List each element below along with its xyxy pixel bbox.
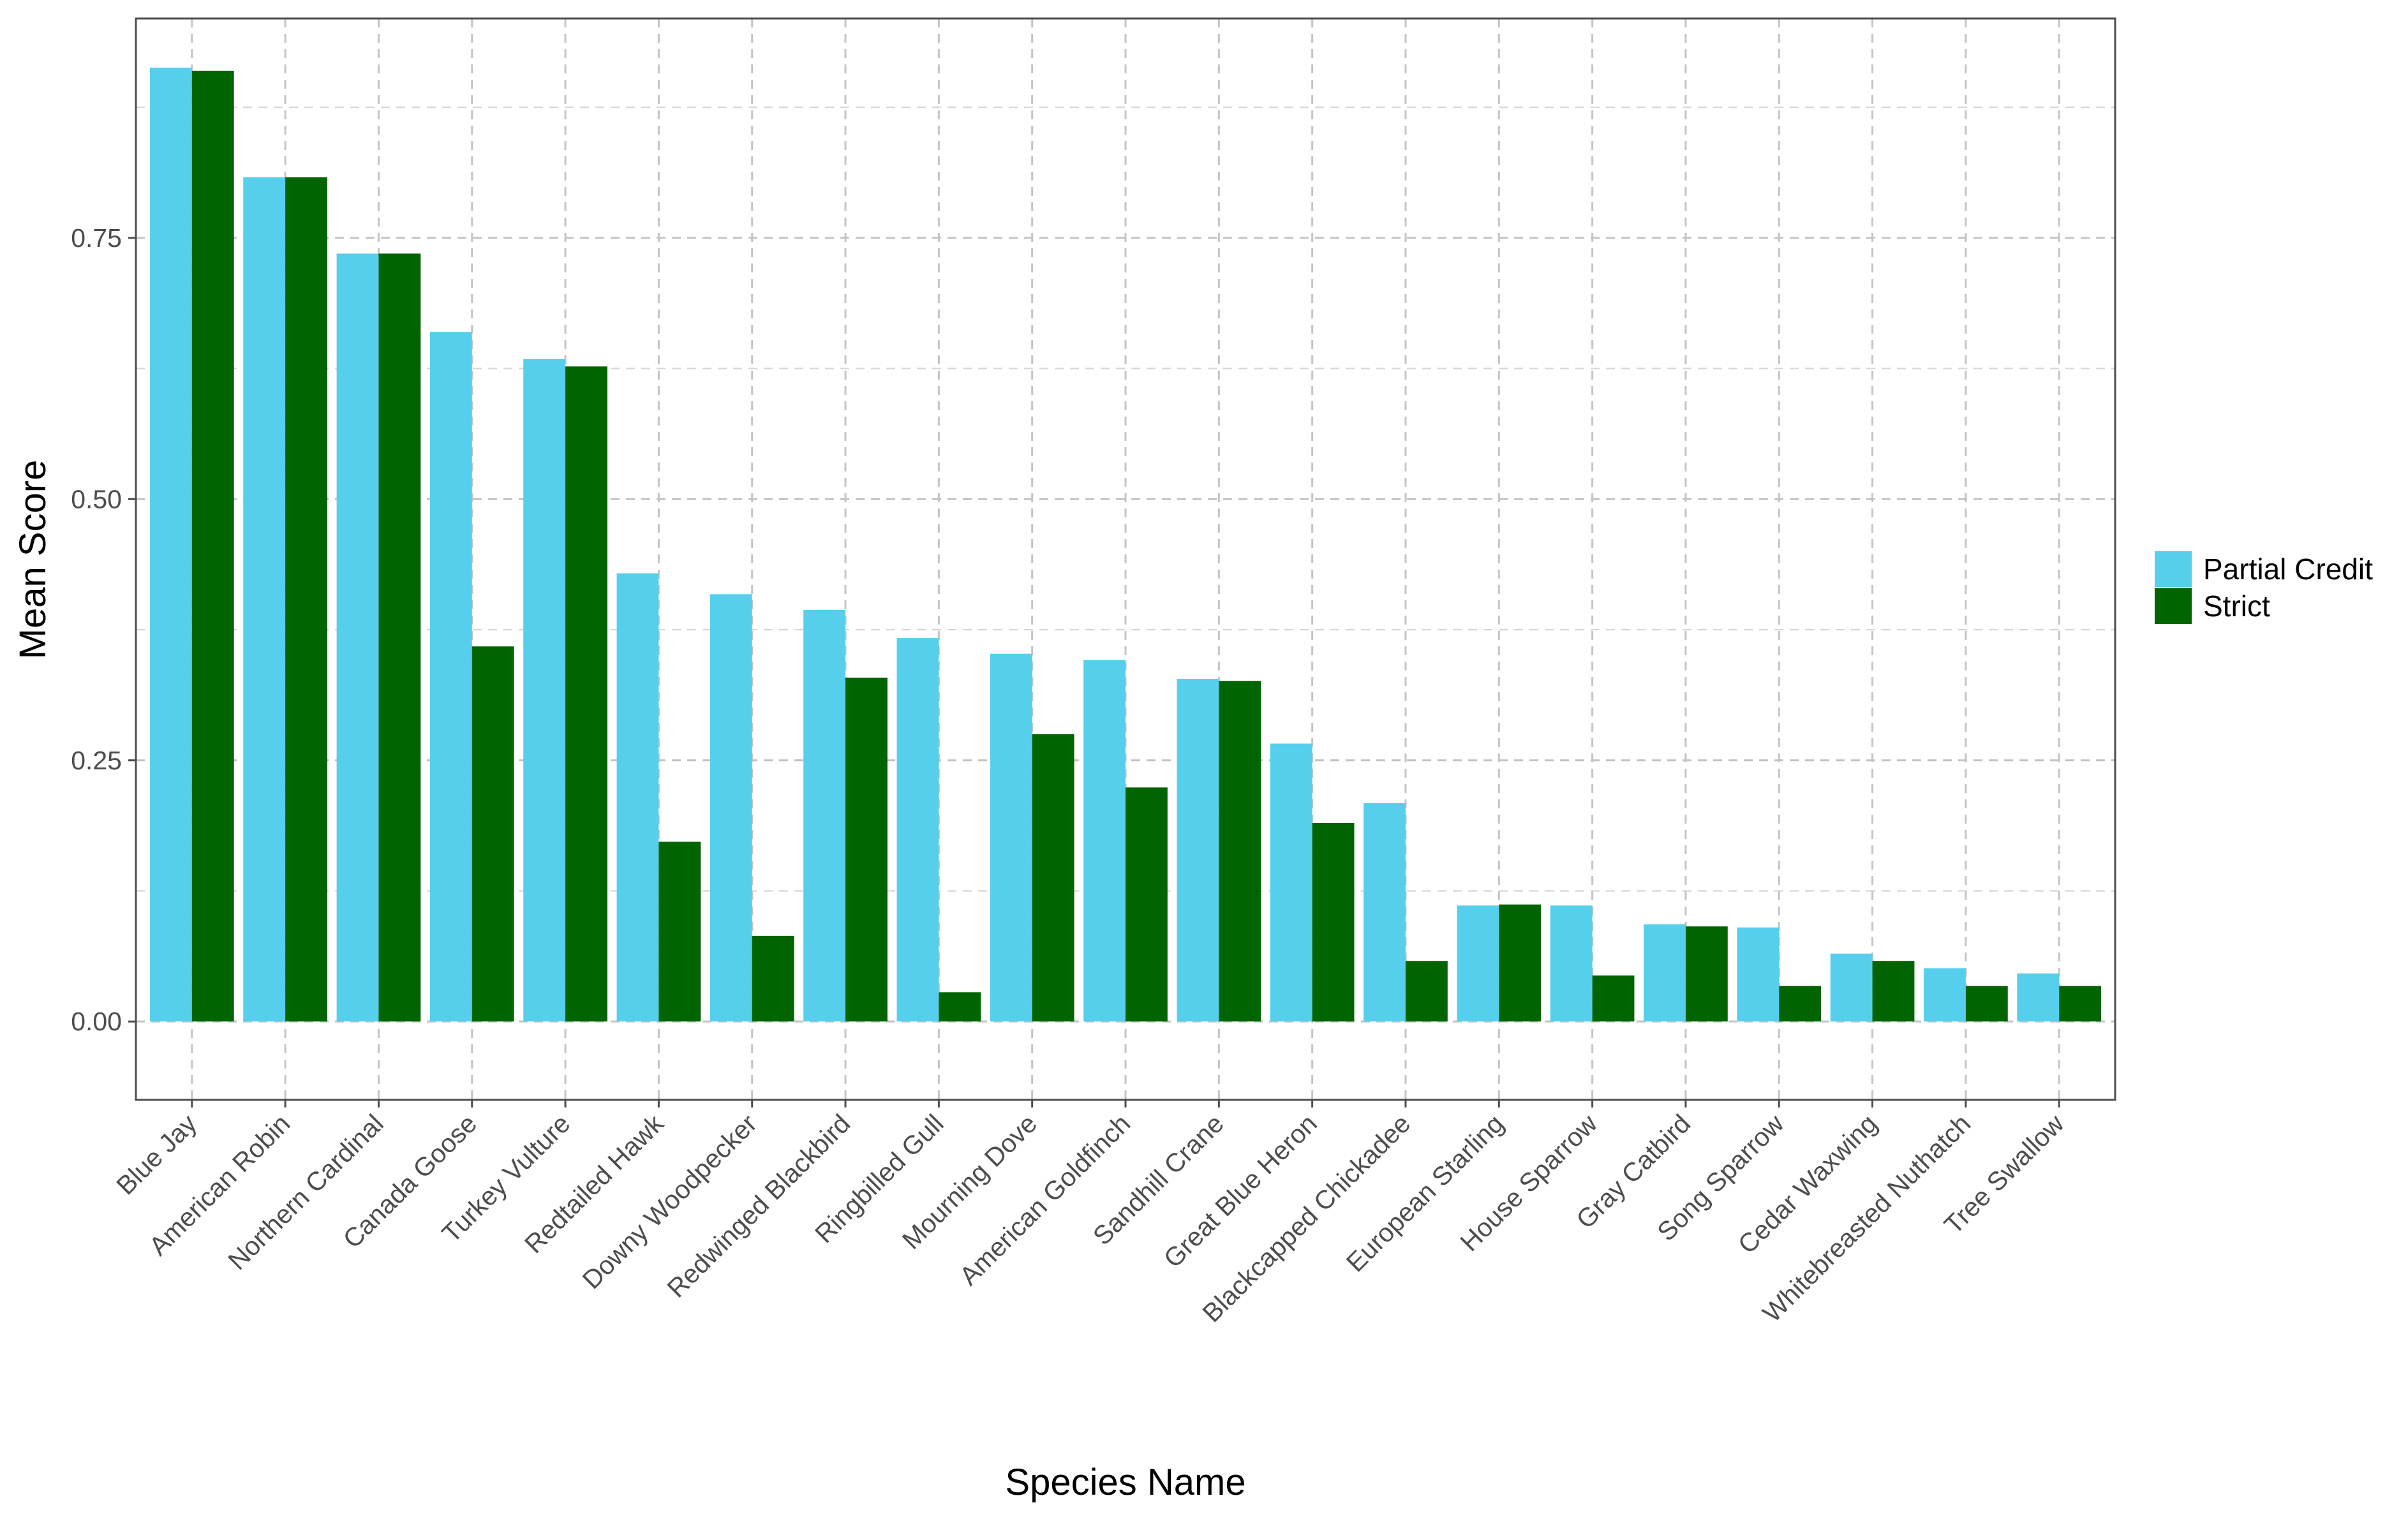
bar-partial-credit: [1924, 968, 1966, 1022]
y-axis: 0.00 0.25 0.50 0.75: [71, 223, 136, 1036]
bar-partial-credit: [1083, 660, 1126, 1022]
bar-strict: [1499, 904, 1542, 1022]
bar-partial-credit: [1364, 803, 1406, 1022]
y-tick-label: 0.25: [71, 746, 122, 775]
bar-partial-credit: [990, 653, 1032, 1022]
y-tick-label: 0.75: [71, 223, 122, 253]
bar-strict: [2059, 986, 2102, 1022]
x-tick-label: Downy Woodpecker: [577, 1109, 762, 1294]
bar-partial-credit: [1550, 905, 1593, 1022]
bar-strict: [1219, 681, 1261, 1022]
bar-strict: [658, 841, 701, 1022]
y-axis-title: Mean Score: [12, 460, 54, 660]
x-tick-label: European Starling: [1341, 1109, 1510, 1278]
y-tick-label: 0.50: [71, 484, 122, 514]
bar-strict: [752, 935, 794, 1022]
bar-strict: [285, 177, 327, 1022]
x-tick-label: Blue Jay: [110, 1108, 202, 1200]
bar-strict: [1779, 986, 1822, 1022]
bar-partial-credit: [803, 609, 846, 1022]
bar-strict: [1312, 823, 1355, 1022]
bar-partial-credit: [616, 573, 659, 1022]
bar-strict: [1126, 787, 1168, 1022]
x-tick-label: Great Blue Heron: [1158, 1109, 1323, 1273]
bar-strict: [1405, 961, 1448, 1022]
bar-partial-credit: [336, 253, 379, 1022]
bar-strict: [565, 366, 607, 1022]
x-tick-label: American Goldfinch: [954, 1109, 1136, 1291]
bar-partial-credit: [1830, 953, 1873, 1022]
x-tick-label: Northern Cardinal: [222, 1109, 389, 1275]
bar-strict: [378, 253, 421, 1022]
legend-key-strict: [2155, 588, 2192, 624]
bar-partial-credit: [1457, 905, 1499, 1022]
bar-strict: [845, 678, 888, 1022]
bar-strict: [1592, 975, 1635, 1022]
bar-strict: [1872, 961, 1915, 1022]
legend-label-strict: Strict: [2203, 589, 2270, 623]
bar-partial-credit: [149, 67, 192, 1022]
bar-strict: [1685, 926, 1728, 1022]
bar-partial-credit: [896, 638, 939, 1022]
x-axis-title: Species Name: [1005, 1462, 1245, 1503]
bar-strict: [939, 992, 981, 1022]
bar-strict: [191, 70, 234, 1022]
bar-partial-credit: [1644, 924, 1686, 1022]
bar-strict: [1965, 986, 2008, 1022]
bar-partial-credit: [429, 332, 472, 1022]
bar-partial-credit: [523, 359, 566, 1022]
bar-partial-credit: [243, 177, 286, 1022]
bar-partial-credit: [1737, 927, 1780, 1022]
bar-strict: [472, 646, 514, 1022]
bar-partial-credit: [1270, 743, 1312, 1022]
y-tick-label: 0.00: [71, 1007, 122, 1036]
legend-key-partial-credit: [2155, 551, 2192, 587]
bars: [149, 67, 2102, 1022]
bar-partial-credit: [1177, 679, 1219, 1022]
x-tick-label: Redwinged Blackbird: [662, 1109, 856, 1303]
bar-partial-credit: [710, 594, 752, 1022]
bar-partial-credit: [2017, 973, 2060, 1022]
bar-strict: [1032, 734, 1074, 1022]
legend-label-partial-credit: Partial Credit: [2203, 552, 2373, 586]
